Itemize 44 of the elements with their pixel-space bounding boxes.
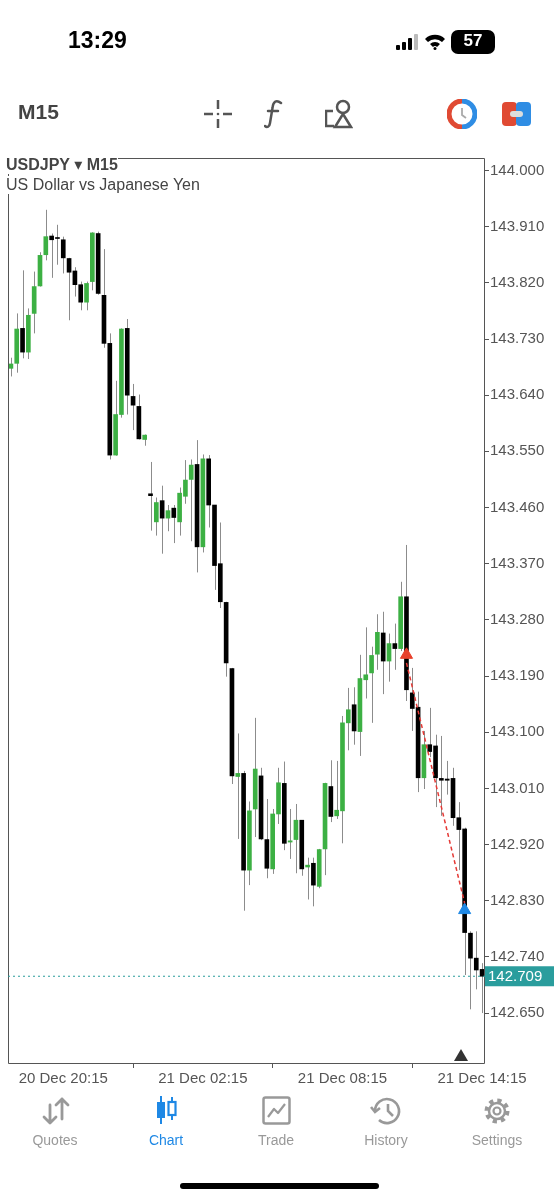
y-tick-label: 143.190 [490, 666, 545, 684]
candlestick [148, 461, 153, 532]
y-tick-label: 143.910 [490, 216, 545, 234]
y-tick-label: 143.010 [490, 778, 545, 796]
y-tick-label: 142.920 [490, 834, 545, 852]
candlestick [43, 209, 49, 261]
y-tick-label: 143.730 [490, 329, 545, 347]
y-tick-label: 143.370 [490, 553, 545, 571]
x-tick-label: 21 Dec 02:15 [158, 1069, 248, 1087]
y-tick-label: 142.740 [490, 947, 545, 965]
candlestick [60, 236, 66, 274]
text: Settings [470, 1132, 524, 1148]
y-tick-label: 143.820 [490, 272, 545, 290]
y-tick-label: 143.460 [490, 497, 545, 515]
candlestick [392, 623, 398, 671]
y-tick-label: 143.280 [490, 610, 545, 627]
candlestick [188, 458, 194, 542]
candlestick [345, 687, 351, 751]
candlestick [311, 857, 316, 907]
candlestick [369, 646, 374, 724]
text: M15 [18, 100, 59, 124]
candlestick [66, 257, 72, 321]
text: History [363, 1132, 409, 1148]
text: Quotes [31, 1132, 79, 1148]
y-tick-label: 143.550 [490, 441, 545, 459]
candlestick [235, 732, 241, 840]
x-tick-label: 21 Dec 14:15 [437, 1069, 527, 1087]
candlestick [154, 497, 159, 537]
text: Chart [147, 1132, 185, 1148]
y-tick-label: 142.830 [490, 890, 545, 908]
x-tick-label: 21 Dec 08:15 [297, 1069, 388, 1087]
text: Trade [256, 1132, 296, 1148]
candlestick [375, 613, 380, 671]
ref-line-label: 142.709 [488, 967, 543, 985]
y-tick-label: 143.640 [490, 385, 545, 403]
text: US Dollar vs Japanese Yen [6, 176, 200, 194]
candlestick [84, 281, 89, 311]
text: 13:29 [68, 27, 127, 54]
y-tick-label: 142.650 [490, 1003, 545, 1021]
y-tick-label: 143.100 [490, 722, 545, 740]
candlestick [171, 504, 177, 544]
x-tick-label: 20 Dec 20:15 [18, 1069, 108, 1087]
chart-title: USDJPY ▾ M15 [6, 155, 118, 174]
y-tick-label: 144.000 [490, 160, 545, 178]
